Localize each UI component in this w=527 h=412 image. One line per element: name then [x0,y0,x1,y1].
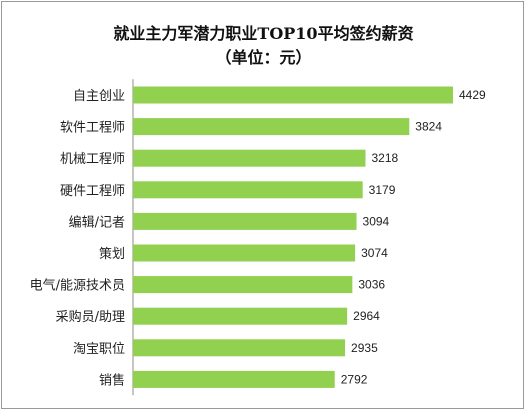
bar [133,118,410,136]
category-label: 自主创业 [73,89,125,104]
chart-subtitle: （单位：元） [215,48,312,67]
value-label: 3824 [415,120,442,134]
bar [133,149,366,167]
bar [133,86,453,104]
category-label: 机械工程师 [60,152,125,167]
value-label: 3218 [372,151,399,165]
category-label: 策划 [99,246,125,262]
value-label: 2964 [353,309,380,323]
category-label: 硬件工程师 [60,184,125,199]
value-label: 2935 [351,341,378,355]
value-label: 3179 [369,183,396,197]
category-label: 软件工程师 [60,121,125,136]
category-label: 销售 [99,372,125,388]
category-label: 编辑/记者 [69,215,125,230]
value-label: 3036 [358,278,385,292]
value-label: 4429 [459,88,486,102]
bars-group: 自主创业 4429 软件工程师 3824 机械工程师 3218 硬件工程师 3179 编辑/记者… [30,86,486,388]
bar [133,276,353,294]
value-label: 2792 [341,372,368,386]
value-label: 3094 [363,214,390,228]
bar [133,307,348,325]
category-label: 采购员/助理 [56,309,125,325]
value-label: 3074 [361,246,388,260]
category-label: 淘宝职位 [73,342,125,357]
bar [133,181,363,199]
bar [133,339,346,357]
chart-title: 就业主力军潜力职业TOP10平均签约薪资 [113,24,414,43]
category-label: 电气/能源技术员 [30,278,125,294]
bar [133,244,356,262]
bar [133,370,335,388]
bar [133,212,357,230]
